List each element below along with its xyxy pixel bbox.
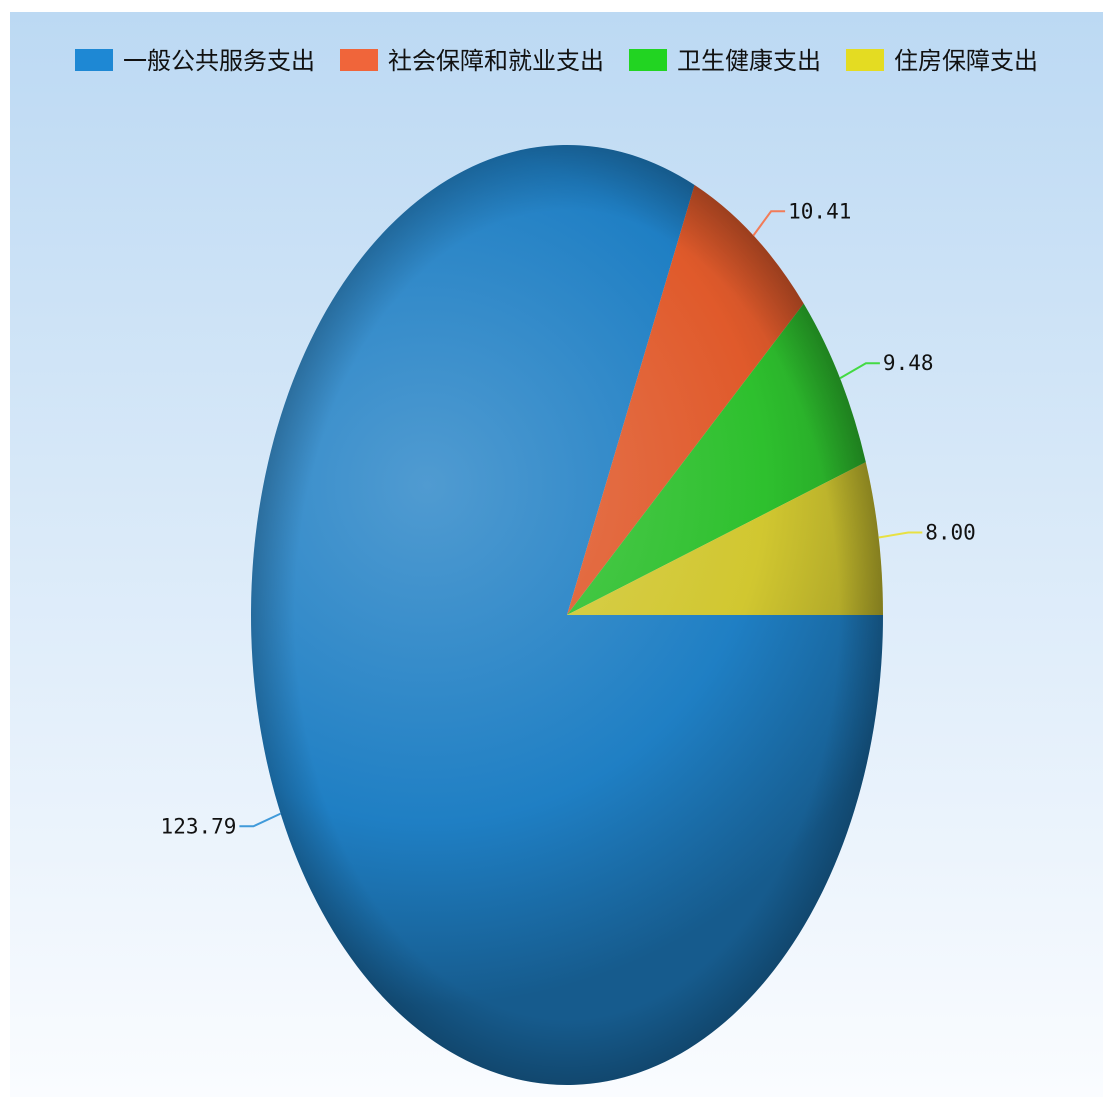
legend-label: 住房保障支出 <box>894 47 1038 75</box>
legend-swatch <box>846 49 884 71</box>
data-label-group: 10.41 <box>752 199 851 237</box>
data-label: 123.79 <box>161 814 237 838</box>
legend-item[interactable]: 卫生健康支出 <box>629 47 821 75</box>
legend-label: 卫生健康支出 <box>677 47 821 75</box>
leader-line <box>878 531 923 539</box>
legend: 一般公共服务支出 社会保障和就业支出 卫生健康支出 住房保障支出 <box>75 47 1038 75</box>
legend-label: 一般公共服务支出 <box>123 47 315 75</box>
leader-line <box>239 812 282 828</box>
data-label-group: 123.79 <box>161 812 282 838</box>
legend-swatch <box>75 49 113 71</box>
data-labels: 123.79 10.41 9.48 8.00 <box>161 199 976 838</box>
legend-item[interactable]: 社会保障和就业支出 <box>340 47 604 75</box>
data-label: 8.00 <box>925 521 976 545</box>
leader-line <box>839 362 880 380</box>
data-label: 9.48 <box>883 351 934 375</box>
pie-slices <box>251 145 883 1086</box>
leader-line <box>752 210 786 237</box>
legend-swatch <box>340 49 378 71</box>
legend-item[interactable]: 住房保障支出 <box>846 47 1038 75</box>
legend-swatch <box>629 49 667 71</box>
legend-item[interactable]: 一般公共服务支出 <box>75 47 315 75</box>
data-label-group: 9.48 <box>839 351 934 380</box>
legend-label: 社会保障和就业支出 <box>388 47 604 75</box>
data-label-group: 8.00 <box>878 521 976 545</box>
data-label: 10.41 <box>788 199 851 223</box>
